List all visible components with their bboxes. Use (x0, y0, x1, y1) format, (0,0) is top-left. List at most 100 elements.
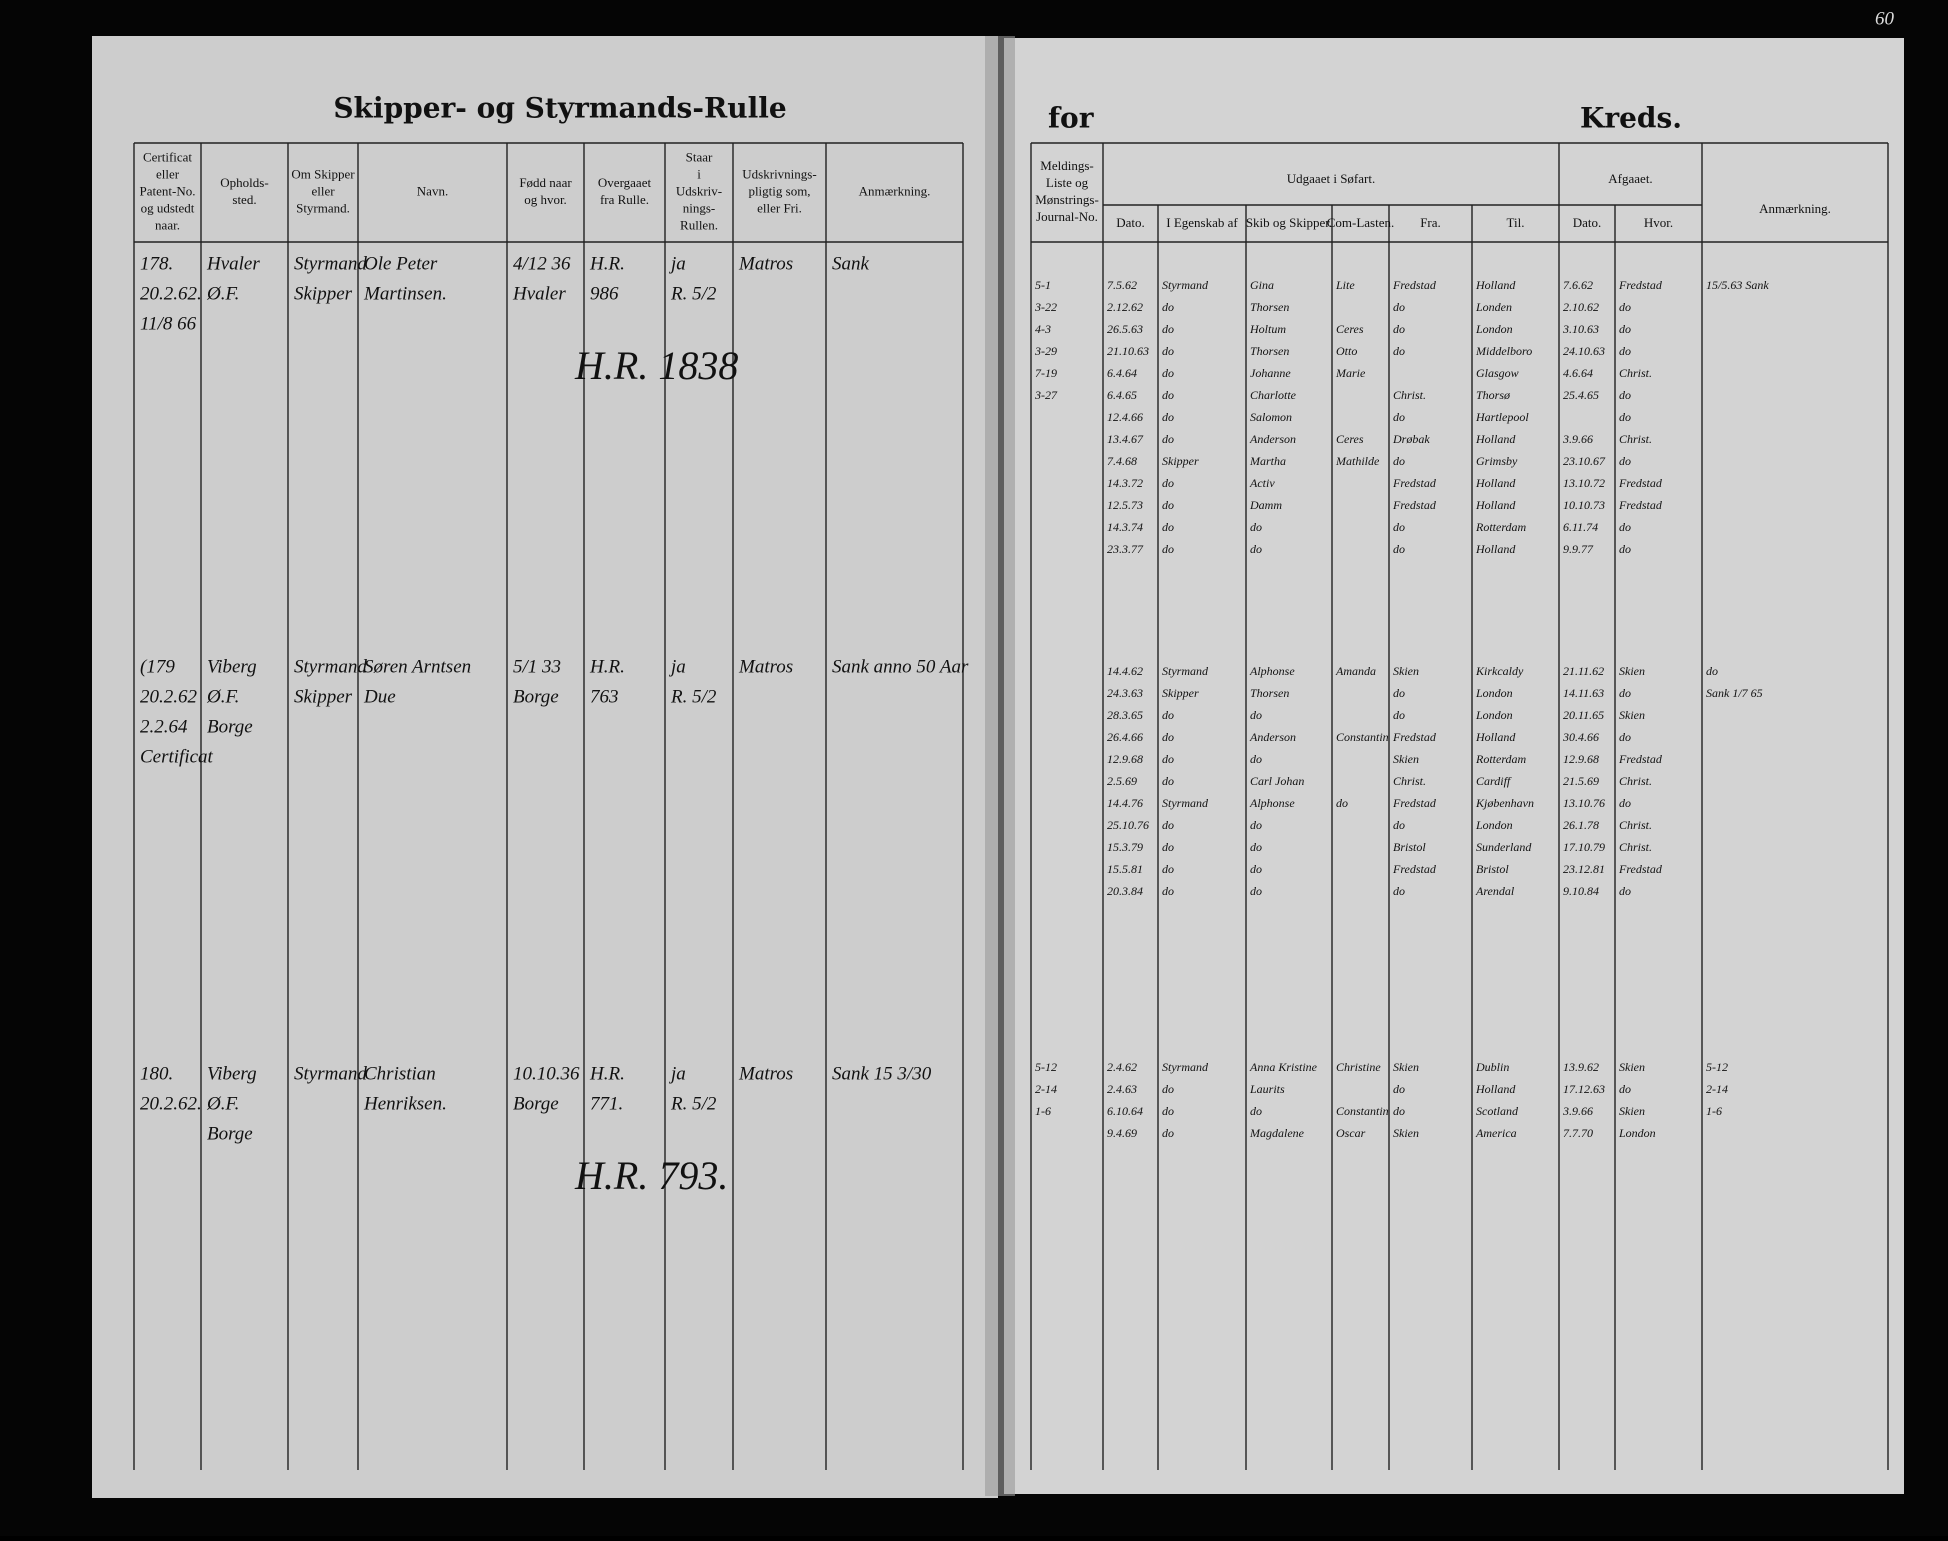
entry-text: London (1475, 322, 1513, 336)
entry-text: 2-14 (1035, 1082, 1057, 1096)
entry-text: Constantin (1336, 1104, 1389, 1118)
entry-text: 12.4.66 (1107, 410, 1143, 424)
entry-text: do (1393, 686, 1405, 700)
entry-text: Glasgow (1476, 366, 1519, 380)
entry-text: ja (668, 656, 686, 677)
entry-text: 7.6.62 (1563, 278, 1593, 292)
entry-text: 14.3.74 (1107, 520, 1143, 534)
entry-text: do (1393, 818, 1405, 832)
entry-text: Due (363, 686, 396, 707)
entry-text: Fredstad (1392, 730, 1437, 744)
entry-text: H.R. (589, 253, 625, 274)
entry-text: 13.10.76 (1563, 796, 1605, 810)
entry-text: do (1393, 300, 1405, 314)
entry-text: Styrmand (294, 253, 367, 274)
entry-text: 23.3.77 (1107, 542, 1144, 556)
entry-text: 21.10.63 (1107, 344, 1149, 358)
entry-text: do (1250, 840, 1262, 854)
entry-text: do (1162, 322, 1174, 336)
entry-text: Fredstad (1392, 796, 1437, 810)
entry-text: 9.9.77 (1563, 542, 1594, 556)
entry-text: Holland (1475, 542, 1516, 556)
entry-text: do (1393, 884, 1405, 898)
entry-text: Styrmand (1162, 664, 1209, 678)
entry-text: 7-19 (1035, 366, 1057, 380)
entry-text: Fredstad (1392, 476, 1437, 490)
entry-text: 9.4.69 (1107, 1126, 1137, 1140)
entry-text: Holland (1475, 498, 1516, 512)
entry-text: Christ. (1393, 388, 1426, 402)
entry-text: 771. (590, 1093, 623, 1114)
entry-text: 6.4.65 (1107, 388, 1137, 402)
entry-text: do (1162, 884, 1174, 898)
entry-text: Damm (1249, 498, 1282, 512)
entry-text: Fredstad (1618, 862, 1663, 876)
page-title: Skipper- og Styrmands-Rulle (333, 92, 786, 125)
entry-text: 20.2.62 (140, 686, 198, 707)
entry-text: do (1619, 410, 1631, 424)
entry-text: Christine (1336, 1060, 1381, 1074)
entry-text: do (1619, 730, 1631, 744)
entry-text: Rotterdam (1475, 752, 1527, 766)
entry-text: (179 (140, 656, 175, 677)
entry-text: London (1475, 708, 1513, 722)
entry-text: 12.5.73 (1107, 498, 1143, 512)
entry-text: Skien (1619, 1104, 1645, 1118)
right-page (1004, 38, 1904, 1494)
entry-text: 24.10.63 (1563, 344, 1605, 358)
entry-text: 17.10.79 (1563, 840, 1605, 854)
entry-text: Constantin (1336, 730, 1389, 744)
entry-text: Dublin (1475, 1060, 1509, 1074)
entry-text: Christ. (1619, 774, 1652, 788)
entry-text: 15/5.63 Sank (1706, 278, 1769, 292)
entry-text: ja (668, 253, 686, 274)
entry-text: 25.4.65 (1563, 388, 1599, 402)
page-title: for (1048, 102, 1095, 135)
entry-text: Viberg (207, 656, 257, 677)
entry-text: Fredstad (1392, 862, 1437, 876)
entry-text: Styrmand (294, 656, 367, 677)
entry-text: do (1619, 686, 1631, 700)
entry-text: Sank 15 3/30 (832, 1063, 932, 1084)
entry-text: Ole Peter (364, 253, 438, 274)
entry-text: Christ. (1619, 818, 1652, 832)
entry-text: 7.5.62 (1107, 278, 1137, 292)
entry-text: 14.4.62 (1107, 664, 1143, 678)
entry-text: Otto (1336, 344, 1357, 358)
entry-text: 3.9.66 (1562, 432, 1593, 446)
entry-text: 20.11.65 (1563, 708, 1604, 722)
entry-text: Skipper (294, 283, 353, 304)
entry-text: Skien (1619, 664, 1645, 678)
column-header: Fra. (1420, 215, 1441, 230)
entry-text: do (1162, 1126, 1174, 1140)
column-header: Skib og Skipper. (1246, 215, 1332, 230)
column-header: Til. (1507, 215, 1525, 230)
entry-text: 2.2.64 (140, 716, 188, 737)
column-header: sted. (232, 192, 256, 207)
entry-text: 3.10.63 (1562, 322, 1599, 336)
column-header: I Egenskab af (1166, 215, 1238, 230)
entry-text: do (1619, 300, 1631, 314)
entry-text: do (1393, 344, 1405, 358)
entry-text: do (1162, 432, 1174, 446)
entry-text: Drøbak (1392, 432, 1430, 446)
entry-text: Holland (1475, 1082, 1516, 1096)
entry-text: Skien (1619, 1060, 1645, 1074)
entry-text: Gina (1250, 278, 1274, 292)
entry-text: 2-14 (1706, 1082, 1728, 1096)
entry-text: 6.4.64 (1107, 366, 1137, 380)
entry-text: Christ. (1619, 840, 1652, 854)
entry-text: Martha (1249, 454, 1286, 468)
entry-text: do (1250, 752, 1262, 766)
entry-text: Anderson (1249, 432, 1296, 446)
entry-text: Borge (207, 1123, 253, 1144)
entry-text: do (1162, 1104, 1174, 1118)
entry-text: do (1162, 818, 1174, 832)
column-header: Com-Lasten. (1327, 215, 1395, 230)
entry-text: Skien (1393, 752, 1419, 766)
entry-text: do (1162, 344, 1174, 358)
entry-text: Borge (513, 686, 559, 707)
entry-text: Styrmand (1162, 796, 1209, 810)
entry-text: do (1619, 344, 1631, 358)
